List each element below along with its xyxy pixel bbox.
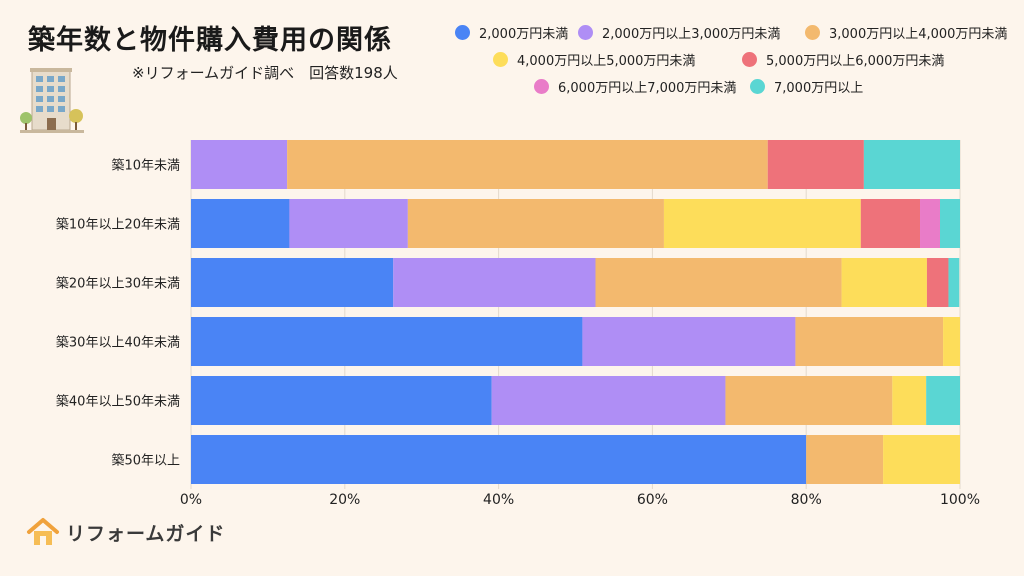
bar-segment: [767, 140, 864, 189]
bar-segment: [191, 199, 290, 248]
y-category-label: 築10年未満: [111, 159, 180, 174]
bar-segment: [926, 258, 949, 307]
legend-label: 2,000万円未満: [479, 27, 569, 42]
bar-segment: [663, 199, 861, 248]
bar-segment: [860, 199, 921, 248]
bar-segment: [595, 258, 842, 307]
apartment-building-icon: [20, 68, 84, 133]
bar-segment: [407, 199, 664, 248]
x-tick-label: 40%: [483, 492, 514, 508]
bar-segment: [795, 317, 944, 366]
legend-item: 5,000万円以上6,000万円未満: [742, 50, 944, 69]
bar-segment: [191, 317, 583, 366]
legend-swatch: [578, 25, 593, 40]
bar-segment: [191, 376, 492, 425]
bar-segment: [191, 258, 394, 307]
legend-swatch: [493, 52, 508, 67]
house-icon: [27, 518, 59, 545]
x-tick-label: 60%: [637, 492, 668, 508]
legend-label: 2,000万円以上3,000万円未満: [602, 27, 781, 42]
bar-segment: [806, 435, 884, 484]
legend-swatch: [455, 25, 470, 40]
bar-segment: [926, 376, 960, 425]
bar-segment: [191, 140, 288, 189]
bar-segment: [863, 140, 960, 189]
x-tick-label: 80%: [791, 492, 822, 508]
bar-segment: [491, 376, 726, 425]
legend-label: 7,000万円以上: [774, 81, 864, 96]
bar-segment: [287, 140, 768, 189]
y-category-label: 築10年以上20年未満: [56, 218, 180, 233]
bar-segment: [191, 435, 807, 484]
legend-item: 2,000万円未満: [455, 23, 568, 42]
x-tick-label: 0%: [180, 492, 202, 508]
bar-segment: [841, 258, 927, 307]
bar-segment: [943, 317, 960, 366]
legend-item: 7,000万円以上: [750, 77, 863, 96]
legend-swatch: [750, 79, 765, 94]
chart-subtitle: ※リフォームガイド調べ 回答数198人: [132, 64, 398, 82]
legend-label: 6,000万円以上7,000万円未満: [558, 81, 737, 96]
y-category-label: 築50年以上: [111, 454, 180, 469]
y-category-label: 築20年以上30年未満: [56, 277, 180, 292]
bar-segment: [948, 258, 960, 307]
bar-segment: [892, 376, 927, 425]
bar-segment: [725, 376, 893, 425]
bar-segment: [883, 435, 960, 484]
bar-segment: [289, 199, 408, 248]
legend: 2,000万円未満 2,000万円以上3,000万円未満 3,000万円以上4,00…: [0, 0, 1024, 110]
y-category-label: 築40年以上50年未満: [56, 395, 180, 410]
legend-item: 4,000万円以上5,000万円未満: [493, 50, 695, 69]
y-category-label: 築30年以上40年未満: [56, 336, 180, 351]
logo: リフォームガイド: [26, 517, 225, 547]
chart-title: 築年数と物件購入費用の関係: [28, 25, 392, 56]
legend-item: 6,000万円以上7,000万円未満: [534, 77, 736, 96]
logo-text: リフォームガイド: [66, 522, 226, 545]
x-tick-label: 20%: [329, 492, 360, 508]
legend-label: 3,000万円以上4,000万円未満: [829, 27, 1008, 42]
bar-segment: [582, 317, 796, 366]
legend-item: 3,000万円以上4,000万円未満: [805, 23, 1007, 42]
legend-swatch: [534, 79, 549, 94]
bar-segment: [920, 199, 941, 248]
legend-label: 4,000万円以上5,000万円未満: [517, 54, 696, 69]
legend-label: 5,000万円以上6,000万円未満: [766, 54, 945, 69]
x-tick-label: 100%: [940, 492, 980, 508]
legend-swatch: [805, 25, 820, 40]
bar-segment: [940, 199, 960, 248]
legend-item: 2,000万円以上3,000万円未満: [578, 23, 780, 42]
legend-swatch: [742, 52, 757, 67]
bar-segment: [393, 258, 596, 307]
